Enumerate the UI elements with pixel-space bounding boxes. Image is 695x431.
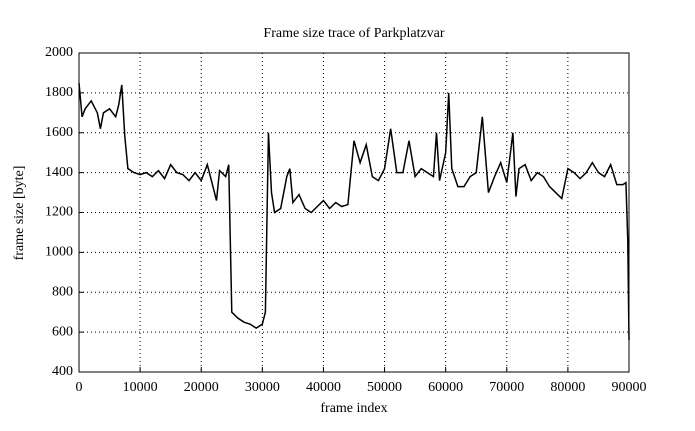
y-tick-label: 2000 [45, 45, 73, 60]
x-tick-label: 60000 [428, 380, 463, 395]
x-tick-label: 80000 [550, 380, 585, 395]
x-tick-label: 70000 [489, 380, 524, 395]
x-tick-label: 50000 [367, 380, 402, 395]
y-tick-label: 1600 [45, 125, 73, 140]
line-series [78, 82, 630, 341]
chart-title: Frame size trace of Parkplatzvar [263, 26, 444, 41]
y-tick-label: 800 [52, 284, 73, 299]
y-tick-label: 1000 [45, 245, 73, 260]
x-tick-label: 40000 [306, 380, 341, 395]
y-tick-label: 1800 [45, 85, 73, 100]
x-tick-label: 30000 [245, 380, 280, 395]
plot-frame [78, 52, 630, 373]
x-tick-label: 10000 [123, 380, 158, 395]
x-tick-label: 20000 [184, 380, 219, 395]
x-tick-label: 0 [76, 380, 83, 395]
y-tick-label: 1200 [45, 205, 73, 220]
y-tick-label: 400 [52, 364, 73, 379]
x-tick-label: 90000 [612, 380, 647, 395]
y-axis-label: frame size [byte] [12, 166, 27, 261]
y-tick-label: 1400 [45, 165, 73, 180]
y-tick-label: 600 [52, 324, 73, 339]
x-axis-label: frame index [320, 401, 387, 416]
